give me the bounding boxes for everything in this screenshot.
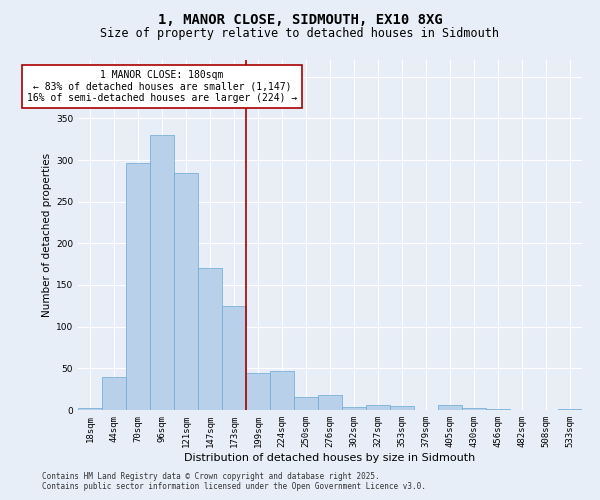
Bar: [270, 371, 294, 410]
Bar: [318, 395, 342, 410]
Bar: [150, 135, 174, 410]
Bar: [390, 406, 414, 410]
Bar: [342, 406, 366, 410]
Y-axis label: Number of detached properties: Number of detached properties: [42, 153, 52, 317]
Bar: [438, 405, 462, 410]
Text: Size of property relative to detached houses in Sidmouth: Size of property relative to detached ho…: [101, 28, 499, 40]
Bar: [366, 405, 390, 410]
Bar: [222, 306, 246, 410]
Bar: [294, 396, 318, 410]
Bar: [462, 408, 486, 410]
Text: 1 MANOR CLOSE: 180sqm
← 83% of detached houses are smaller (1,147)
16% of semi-d: 1 MANOR CLOSE: 180sqm ← 83% of detached …: [27, 70, 297, 103]
Bar: [198, 268, 222, 410]
Text: Contains HM Land Registry data © Crown copyright and database right 2025.: Contains HM Land Registry data © Crown c…: [42, 472, 380, 481]
Bar: [102, 376, 126, 410]
Text: 1, MANOR CLOSE, SIDMOUTH, EX10 8XG: 1, MANOR CLOSE, SIDMOUTH, EX10 8XG: [158, 12, 442, 26]
Bar: [174, 172, 198, 410]
Bar: [126, 162, 150, 410]
Bar: [78, 408, 102, 410]
Bar: [246, 372, 270, 410]
Text: Contains public sector information licensed under the Open Government Licence v3: Contains public sector information licen…: [42, 482, 426, 491]
Bar: [558, 409, 582, 410]
Bar: [486, 409, 510, 410]
X-axis label: Distribution of detached houses by size in Sidmouth: Distribution of detached houses by size …: [184, 452, 476, 462]
